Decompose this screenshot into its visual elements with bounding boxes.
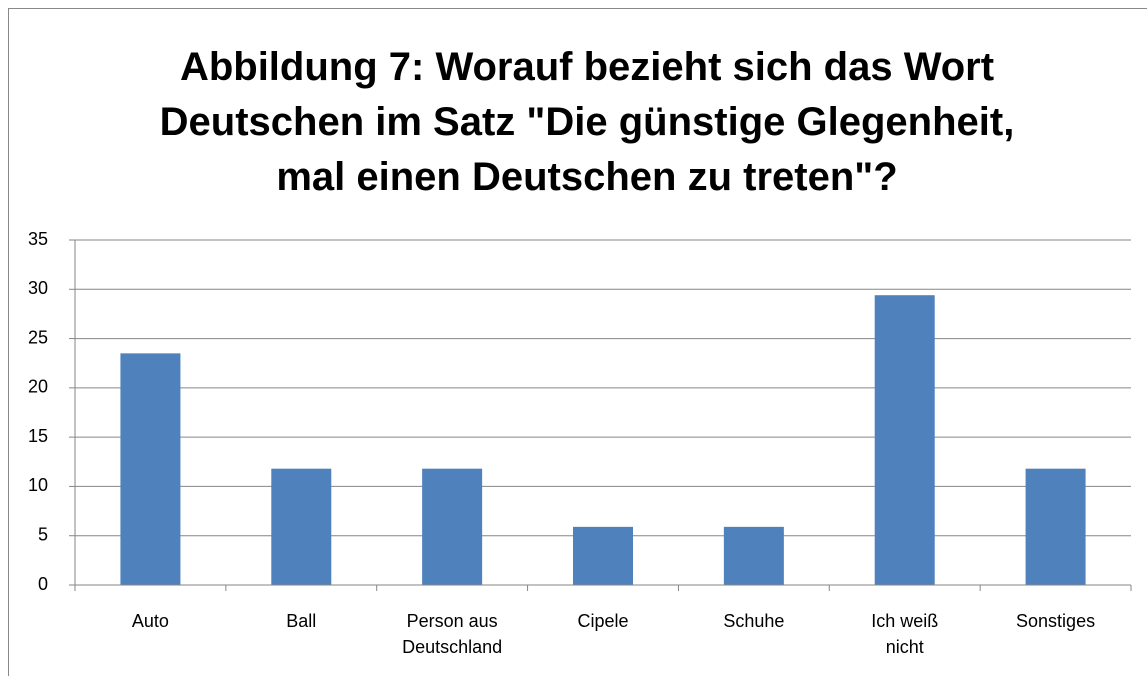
y-tick-label: 5	[38, 524, 48, 544]
y-tick-label: 15	[28, 426, 48, 446]
bar	[573, 526, 633, 585]
bar	[1025, 468, 1086, 585]
bar	[422, 468, 483, 585]
chart-border	[8, 8, 1147, 676]
y-tick-label: 0	[38, 574, 48, 594]
y-tick-label: 30	[28, 278, 48, 298]
bar	[271, 468, 332, 585]
x-tick-label: Ich weiß nicht	[871, 611, 939, 657]
chart-title: Abbildung 7: Worauf bezieht sich das Wor…	[159, 45, 1015, 199]
bar	[874, 295, 935, 585]
x-tick-label: Auto	[131, 611, 169, 631]
x-tick-label: Sonstiges	[1016, 611, 1096, 631]
x-tick-label: Schuhe	[723, 611, 785, 631]
x-tick-label: Person aus Deutschland	[402, 611, 503, 657]
x-tick-label: Ball	[286, 611, 317, 631]
bar	[120, 353, 181, 585]
y-tick-label: 20	[28, 377, 48, 397]
x-tick-label: Cipele	[577, 611, 629, 631]
bar	[723, 526, 784, 585]
y-tick-label: 25	[28, 327, 48, 347]
y-tick-label: 35	[28, 229, 48, 249]
y-tick-label: 10	[28, 475, 48, 495]
